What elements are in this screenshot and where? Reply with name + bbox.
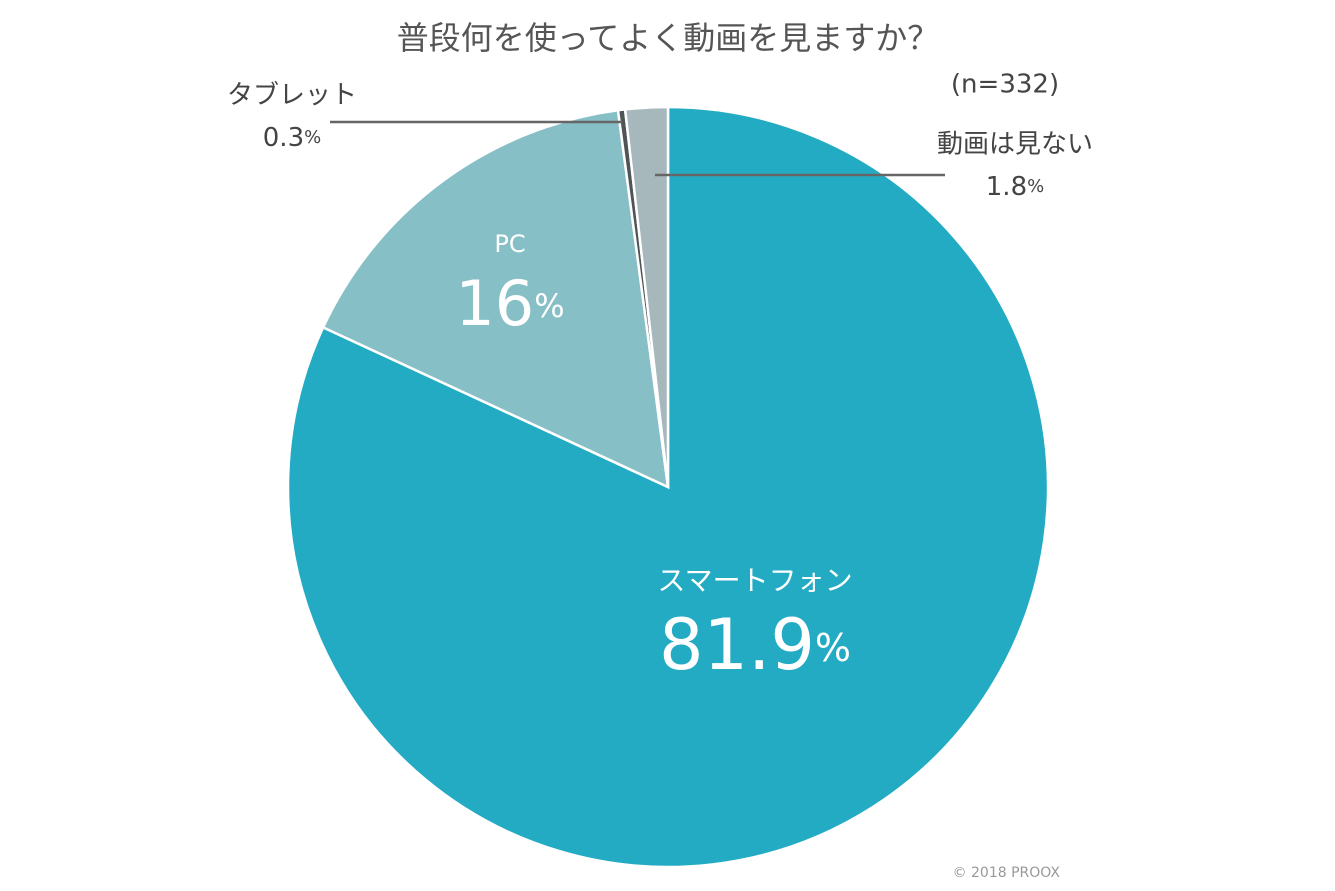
value-unit: % (1027, 176, 1044, 197)
slice-label: タブレット (227, 81, 357, 111)
slice-value: 0.3% (263, 123, 321, 153)
slice-value: 1.8% (986, 172, 1044, 202)
pie-slice (321, 108, 670, 490)
slice-value: 16% (455, 267, 564, 340)
chart-title: 普段何を使ってよく動画を見ますか？ (397, 19, 939, 57)
value-number: 81.9 (659, 604, 815, 686)
slice-label: スマートフォン (657, 564, 852, 597)
value-number: 16 (455, 267, 534, 340)
value-unit: % (304, 127, 321, 148)
value-number: 0.3 (263, 123, 304, 153)
credit: © 2018 PROOX (953, 865, 1061, 881)
pie-slice (623, 105, 670, 488)
chart-subtitle: (n=332) (951, 70, 1059, 100)
value-number: 1.8 (986, 172, 1027, 202)
slice-label: 動画は見ない (937, 130, 1093, 160)
value-unit: % (534, 287, 564, 325)
value-unit: % (815, 626, 851, 670)
slice-label: PC (494, 230, 525, 258)
slice-value: 81.9% (659, 604, 851, 686)
